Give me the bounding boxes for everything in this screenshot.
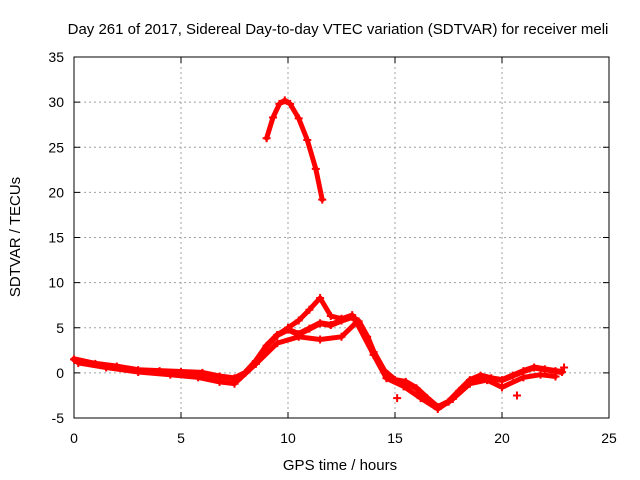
point-track-spike-7	[348, 311, 357, 320]
point-track-low-15	[399, 382, 408, 391]
x-axis-label: GPS time / hours	[283, 457, 397, 474]
x-tick-label-0: 0	[70, 430, 78, 446]
point-track-spike-3	[305, 305, 314, 314]
point-track-main-37	[530, 363, 539, 372]
series-track-low	[74, 318, 560, 413]
point-track-low-3	[166, 370, 175, 379]
point-track-low-17	[433, 404, 442, 413]
series-line-upper-arc	[264, 97, 325, 203]
y-tick-label-8: 35	[48, 49, 64, 65]
point-track-main-11	[262, 341, 271, 350]
point-track-main-17	[326, 321, 335, 330]
point-track-spike-6	[337, 314, 346, 323]
point-upper-arc-0	[262, 134, 271, 143]
series-line-track-main	[71, 313, 565, 411]
point-track-spike-4	[316, 293, 325, 302]
point-track-low-20	[483, 376, 492, 385]
y-tick-label-2: 5	[56, 320, 64, 336]
y-tick-label-4: 15	[48, 230, 64, 246]
point-track-low-7	[251, 359, 260, 368]
point-upper-arc-6	[303, 136, 312, 145]
point-track-low-18	[448, 395, 457, 404]
y-tick-label-6: 25	[48, 139, 64, 155]
grid	[74, 57, 609, 418]
point-track-low-6	[230, 379, 239, 388]
point-track-spike-1	[284, 323, 292, 332]
point-track-low-23	[536, 370, 545, 379]
x-tick-label-2: 10	[280, 430, 296, 446]
point-track-low-21	[498, 383, 506, 392]
point-track-low-13	[369, 350, 378, 359]
y-tick-label-1: 0	[56, 365, 64, 381]
point-track-main-38	[540, 365, 549, 374]
point-track-low-4	[194, 373, 203, 382]
y-axis-label: SDTVAR / TECUs	[7, 177, 24, 297]
point-track-main-16	[316, 319, 325, 328]
point-track-low-1	[102, 363, 111, 372]
point-track-low-22	[519, 373, 528, 382]
marker-0	[393, 394, 402, 403]
y-tick-label-3: 10	[48, 275, 64, 291]
point-track-low-2	[134, 367, 143, 376]
x-tick-label-5: 25	[601, 430, 617, 446]
x-tick-label-3: 15	[387, 430, 403, 446]
point-upper-arc-4	[286, 99, 295, 108]
point-track-low-5	[215, 377, 224, 386]
data-series	[70, 96, 569, 413]
point-track-spike-0	[273, 330, 282, 339]
chart-title: Day 261 of 2017, Sidereal Day-to-day VTE…	[68, 21, 609, 38]
marker-1	[512, 391, 521, 400]
marker-2	[560, 363, 569, 372]
point-track-low-12	[352, 318, 361, 327]
point-track-main-6	[198, 368, 207, 377]
point-track-spike-2	[294, 316, 303, 325]
point-track-low-9	[294, 332, 303, 341]
point-track-low-8	[273, 339, 282, 348]
point-track-low-10	[316, 335, 325, 344]
point-track-low-24	[551, 372, 560, 381]
point-track-low-0	[74, 358, 83, 367]
point-track-main-40	[557, 367, 566, 376]
y-tick-label-5: 20	[48, 184, 64, 200]
point-track-main-15	[305, 324, 314, 333]
axis-ticks: 0 5 10 15 20 25 -5 0 5 10 15 20 25 30 35	[48, 49, 617, 446]
point-track-low-19	[465, 379, 474, 388]
y-tick-label-0: -5	[52, 410, 65, 426]
point-upper-arc-7	[311, 164, 320, 173]
series-upper-arc	[262, 96, 327, 204]
point-upper-arc-5	[294, 114, 303, 123]
point-track-low-11	[337, 332, 346, 341]
point-upper-arc-1	[269, 113, 278, 122]
point-upper-arc-2	[275, 99, 284, 108]
point-track-main-0	[70, 355, 78, 364]
x-tick-label-4: 20	[494, 430, 510, 446]
point-track-spike-5	[326, 312, 335, 321]
point-track-main-32	[476, 371, 485, 380]
y-tick-label-7: 30	[48, 94, 64, 110]
point-track-main-26	[412, 384, 421, 393]
point-track-main-34	[498, 376, 506, 385]
point-track-low-16	[416, 394, 425, 403]
series-line-track-low	[75, 319, 558, 412]
point-upper-arc-3	[280, 96, 289, 105]
point-track-low-14	[382, 374, 391, 383]
point-track-main-25	[401, 377, 410, 386]
point-track-main-35	[508, 371, 517, 380]
point-upper-arc-8	[318, 195, 327, 204]
series-track-spike	[273, 293, 357, 339]
x-tick-label-1: 5	[177, 430, 185, 446]
